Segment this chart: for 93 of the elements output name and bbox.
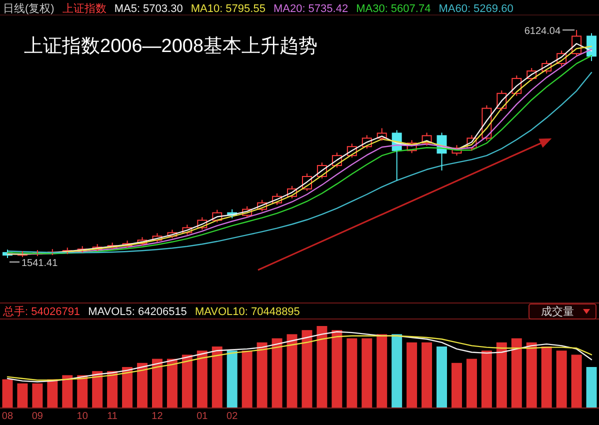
bar (152, 358, 162, 408)
bar (122, 367, 133, 408)
chart-title: 上证指数2006—2008基本上升趋势 (24, 36, 318, 57)
bar (362, 338, 372, 408)
bar (2, 379, 13, 408)
bar (526, 342, 537, 408)
candlestick (332, 152, 342, 168)
text: MA30: 5607.74 (356, 3, 431, 15)
bar (346, 338, 358, 408)
bar (481, 350, 492, 408)
candlestick (287, 185, 298, 199)
bar (436, 346, 448, 408)
candlestick (122, 240, 132, 248)
x-tick-label: 08 (2, 411, 14, 422)
candlestick (242, 206, 252, 218)
candlestick (47, 248, 58, 256)
bar (422, 342, 432, 408)
candlestick (92, 244, 102, 252)
x-tick-label: 02 (226, 411, 238, 422)
candlestick (167, 229, 178, 239)
candlestick (542, 60, 552, 74)
candlestick (452, 144, 462, 156)
x-tick-label: 10 (76, 411, 88, 422)
bar (392, 334, 402, 408)
text: 成交量 (541, 305, 574, 318)
bar (466, 358, 477, 408)
text: MA20: 5735.42 (273, 3, 348, 15)
text: MA60: 5269.60 (438, 3, 514, 15)
candlestick (302, 172, 312, 192)
bar (451, 362, 462, 408)
text: MAVOL5: 64206515 (88, 306, 187, 318)
bar (212, 346, 222, 408)
bar (496, 342, 507, 408)
x-tick-label: 12 (152, 411, 164, 422)
bar (376, 334, 388, 408)
bar (47, 379, 58, 408)
bar (242, 350, 252, 408)
candlestick (556, 50, 567, 67)
bar (32, 383, 43, 408)
text: 总手: 54026791 (2, 305, 80, 318)
bar (62, 375, 73, 408)
bar (77, 375, 88, 408)
candlestick (107, 242, 118, 250)
candlestick (152, 232, 162, 243)
bar (511, 338, 522, 408)
candlestick (197, 216, 208, 230)
text: MA5: 5703.30 (114, 3, 183, 15)
candlestick (586, 32, 597, 62)
candlestick (137, 236, 148, 246)
annotation: 1541.41 (21, 258, 58, 269)
x-tick-label: 09 (32, 411, 44, 422)
candlestick (572, 30, 582, 57)
x-tick-label: 11 (107, 411, 118, 422)
annotation: 6124.04 (524, 26, 561, 37)
candlestick (422, 132, 432, 146)
bar (137, 362, 148, 408)
bar (196, 350, 208, 408)
text: 上证指数 (62, 2, 106, 15)
candlestick (17, 250, 28, 258)
candlestick (406, 140, 417, 154)
bar (406, 342, 418, 408)
candlestick (257, 199, 268, 212)
text: MA10: 5795.55 (190, 3, 266, 15)
bar (182, 354, 192, 408)
bar (316, 326, 328, 408)
candlestick (182, 224, 192, 236)
bar (541, 346, 552, 408)
candlestick (526, 68, 537, 82)
bar (586, 367, 597, 408)
candlestick (346, 143, 357, 158)
bar (571, 354, 582, 408)
text: 日线(复权) (3, 2, 54, 15)
candlestick (272, 192, 282, 206)
candlestick (77, 246, 88, 254)
bar (226, 350, 238, 408)
bar (272, 338, 282, 408)
text: MAVOL10: 70448895 (194, 306, 300, 318)
candlestick (466, 134, 477, 152)
candlestick (362, 134, 372, 150)
bar (286, 334, 298, 408)
bar (332, 330, 342, 408)
x-tick-label: 01 (196, 411, 208, 422)
candlestick (376, 128, 387, 142)
bar (256, 342, 268, 408)
bar (302, 330, 312, 408)
bar (107, 371, 118, 408)
bar (92, 371, 103, 408)
bar (556, 350, 567, 408)
candlestick (496, 90, 507, 112)
candlestick (512, 74, 522, 96)
bar (17, 383, 28, 408)
bar (166, 358, 178, 408)
candlestick (316, 162, 327, 179)
